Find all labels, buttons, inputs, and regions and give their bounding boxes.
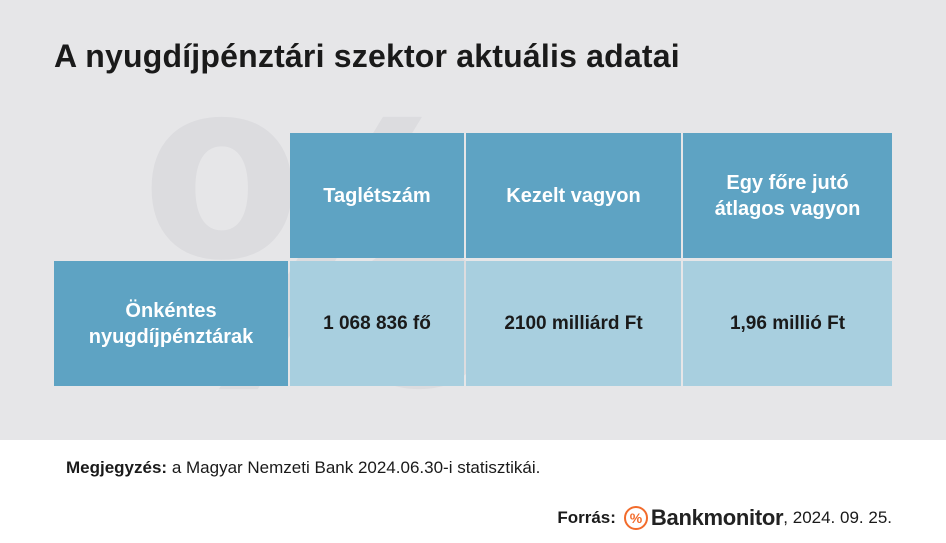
value-cell-per-capita: 1,96 millió Ft <box>683 261 892 386</box>
header-cell-members: Taglétszám <box>290 133 464 258</box>
bankmonitor-percent-icon: % <box>623 506 648 530</box>
bankmonitor-logo-text: Bankmonitor <box>650 505 784 530</box>
header-per-capita-line1: Egy főre jutó <box>726 171 849 194</box>
page-title: A nyugdíjpénztári szektor aktuális adata… <box>54 38 680 74</box>
top-panel: % A nyugdíjpénztári szektor aktuális ada… <box>0 0 946 440</box>
header-assets-label: Kezelt vagyon <box>506 184 641 207</box>
header-per-capita-line2: átlagos vagyon <box>714 197 861 220</box>
row-label-cell: Önkéntes nyugdíjpénztárak <box>54 261 288 386</box>
row-label-line2: nyugdíjpénztárak <box>88 325 254 348</box>
value-per-capita: 1,96 millió Ft <box>729 312 846 334</box>
value-members: 1 068 836 fő <box>323 312 431 334</box>
footnote-label: Megjegyzés: <box>66 458 168 477</box>
header-cell-assets: Kezelt vagyon <box>466 133 681 258</box>
header-cell-per-capita: Egy főre jutó átlagos vagyon <box>683 133 892 258</box>
source-line: Forrás: % Bankmonitor , 2024. 09. 25. <box>557 505 892 531</box>
source-date: , 2024. 09. 25. <box>783 508 892 527</box>
row-label-line1: Önkéntes <box>125 299 217 322</box>
source-label: Forrás: <box>557 508 616 527</box>
value-cell-assets: 2100 milliárd Ft <box>466 261 681 386</box>
value-cell-members: 1 068 836 fő <box>290 261 464 386</box>
footnote-text: a Magyar Nemzeti Bank 2024.06.30-i stati… <box>167 458 541 477</box>
value-assets: 2100 milliárd Ft <box>504 312 643 334</box>
footnote: Megjegyzés: a Magyar Nemzeti Bank 2024.0… <box>66 458 540 478</box>
header-members-label: Taglétszám <box>323 184 431 207</box>
